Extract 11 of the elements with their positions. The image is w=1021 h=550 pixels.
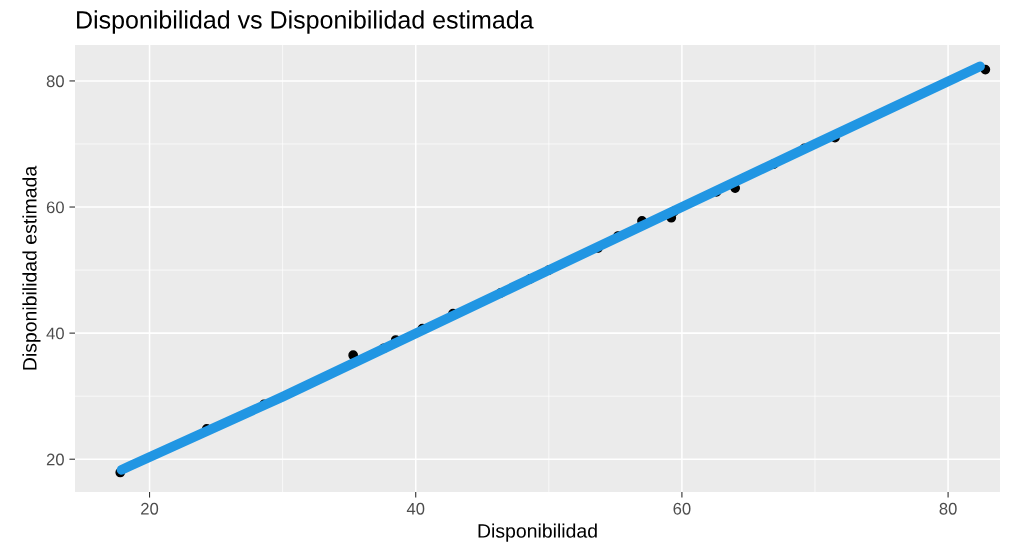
y-tick-label: 20	[46, 453, 64, 466]
x-tick-label: 40	[406, 502, 425, 515]
chart-title: Disponibilidad vs Disponibilidad estimada	[77, 10, 534, 34]
x-tick-label: 20	[141, 502, 159, 515]
y-tick-label: 80	[46, 75, 64, 88]
y-axis-title: Disponibilidad estimada	[22, 165, 41, 370]
x-tick-label: 80	[939, 502, 957, 515]
x-tick-label: 60	[673, 502, 691, 515]
y-tick-label: 60	[46, 201, 64, 214]
y-tick-label: 40	[46, 327, 64, 340]
x-axis-title: Disponibilidad	[478, 523, 597, 542]
